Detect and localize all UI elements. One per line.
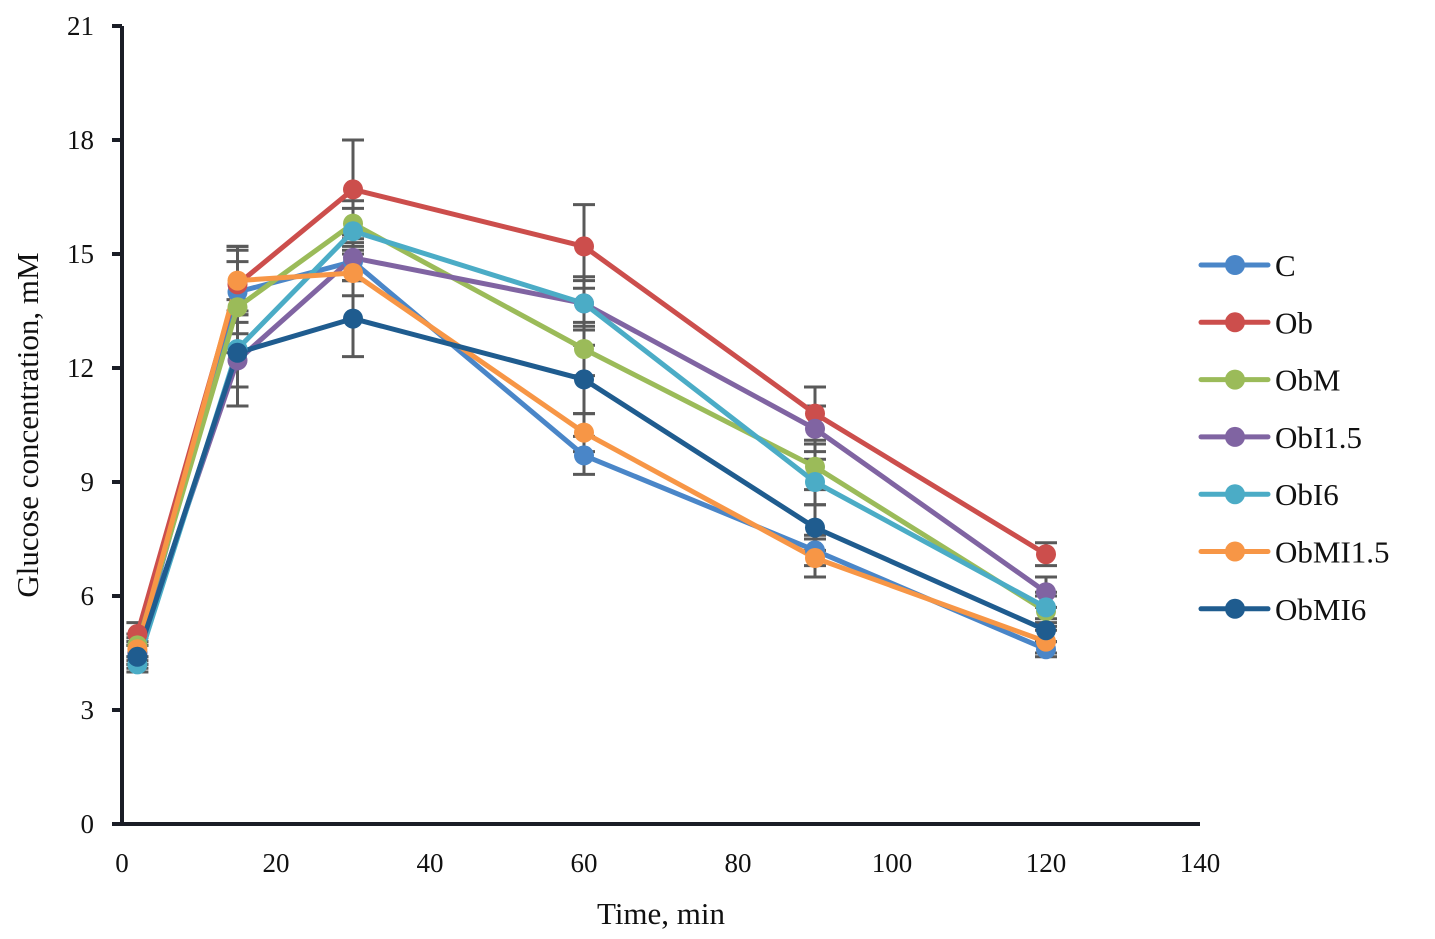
x-tick-label: 100 bbox=[872, 848, 913, 878]
data-point-c bbox=[574, 445, 594, 466]
x-axis-title: Time, min bbox=[597, 896, 726, 931]
legend-swatch-marker bbox=[1225, 598, 1245, 619]
data-point-obm bbox=[805, 456, 825, 477]
legend-label: ObMI6 bbox=[1275, 592, 1366, 627]
legend-label: ObI6 bbox=[1275, 477, 1339, 512]
y-tick-label: 15 bbox=[67, 239, 94, 269]
legend-item: ObI6 bbox=[1198, 477, 1339, 512]
data-point-obmi1-5 bbox=[574, 422, 594, 443]
y-tick-label: 12 bbox=[67, 353, 94, 383]
y-tick-label: 21 bbox=[67, 11, 94, 41]
axes bbox=[112, 24, 1200, 826]
legend-label: ObM bbox=[1275, 363, 1340, 398]
data-point-obmi6 bbox=[574, 369, 594, 390]
y-tick-label: 6 bbox=[81, 581, 95, 611]
legend: C Ob ObM ObI1.5 ObI6 ObMI1.5 ObMI6 bbox=[1198, 248, 1390, 627]
data-point-obi6 bbox=[805, 472, 825, 492]
tick-labels: 0 3 6 9 12 15 18 21 0 20 40 60 80 100 120 140 bbox=[67, 11, 1220, 878]
data-point-obm bbox=[574, 339, 594, 359]
y-tick-label: 0 bbox=[81, 809, 95, 839]
y-tick-label: 9 bbox=[81, 467, 95, 497]
data-point-obi6 bbox=[343, 221, 363, 242]
series-line-c bbox=[134, 259, 1047, 654]
data-point-obi1-5 bbox=[805, 418, 825, 439]
series-markers bbox=[127, 179, 1056, 675]
x-tick-label: 0 bbox=[115, 848, 129, 878]
data-point-obmi1-5 bbox=[343, 263, 363, 283]
x-tick-label: 60 bbox=[571, 848, 598, 878]
legend-item: ObMI1.5 bbox=[1198, 535, 1390, 570]
x-tick-label: 20 bbox=[263, 848, 290, 878]
data-point-ob bbox=[574, 236, 594, 257]
x-tick-label: 120 bbox=[1026, 848, 1067, 878]
legend-label: ObI1.5 bbox=[1275, 420, 1362, 455]
data-point-ob bbox=[805, 403, 825, 424]
legend-item: Ob bbox=[1198, 305, 1313, 340]
data-point-obmi6 bbox=[227, 342, 248, 363]
y-tick-label: 18 bbox=[67, 125, 94, 155]
legend-label: Ob bbox=[1275, 305, 1313, 340]
legend-swatch-marker bbox=[1225, 312, 1245, 333]
data-point-obm bbox=[227, 297, 248, 318]
data-point-obmi6 bbox=[343, 308, 363, 329]
data-point-obi6 bbox=[1036, 597, 1056, 618]
data-point-obi1-5 bbox=[1036, 582, 1056, 603]
x-tick-label: 40 bbox=[417, 848, 444, 878]
series-line-obm bbox=[135, 221, 1048, 647]
legend-item: C bbox=[1198, 248, 1296, 283]
series-line-obmi1-5 bbox=[134, 270, 1047, 650]
legend-label: ObMI1.5 bbox=[1275, 535, 1390, 570]
series-line-obi6 bbox=[135, 228, 1048, 666]
legend-swatch-marker bbox=[1225, 541, 1245, 562]
data-point-obi1-5 bbox=[343, 247, 363, 268]
data-point-obmi6 bbox=[1036, 620, 1056, 641]
x-tick-label: 140 bbox=[1180, 848, 1221, 878]
data-point-ob bbox=[343, 179, 363, 200]
data-point-obmi6 bbox=[805, 517, 825, 538]
data-point-obi6 bbox=[574, 293, 594, 314]
legend-item: ObM bbox=[1198, 363, 1340, 398]
x-tick-label: 80 bbox=[725, 848, 752, 878]
y-tick-label: 3 bbox=[81, 695, 95, 725]
legend-swatch-marker bbox=[1225, 484, 1245, 505]
series-lines bbox=[134, 186, 1048, 666]
legend-item: ObI1.5 bbox=[1198, 420, 1362, 455]
legend-label: C bbox=[1275, 248, 1296, 283]
data-point-ob bbox=[1036, 544, 1056, 565]
data-point-obmi1-5 bbox=[805, 548, 825, 568]
data-point-obmi1-5 bbox=[227, 270, 248, 291]
series-line-obmi6 bbox=[135, 316, 1048, 658]
legend-swatch-marker bbox=[1225, 369, 1245, 390]
legend-item: ObMI6 bbox=[1198, 592, 1366, 627]
legend-swatch-marker bbox=[1225, 426, 1245, 447]
data-point-obmi6 bbox=[127, 646, 148, 667]
y-axis-title: Glucose concentration, mM bbox=[10, 252, 45, 597]
legend-swatch-marker bbox=[1225, 255, 1245, 275]
